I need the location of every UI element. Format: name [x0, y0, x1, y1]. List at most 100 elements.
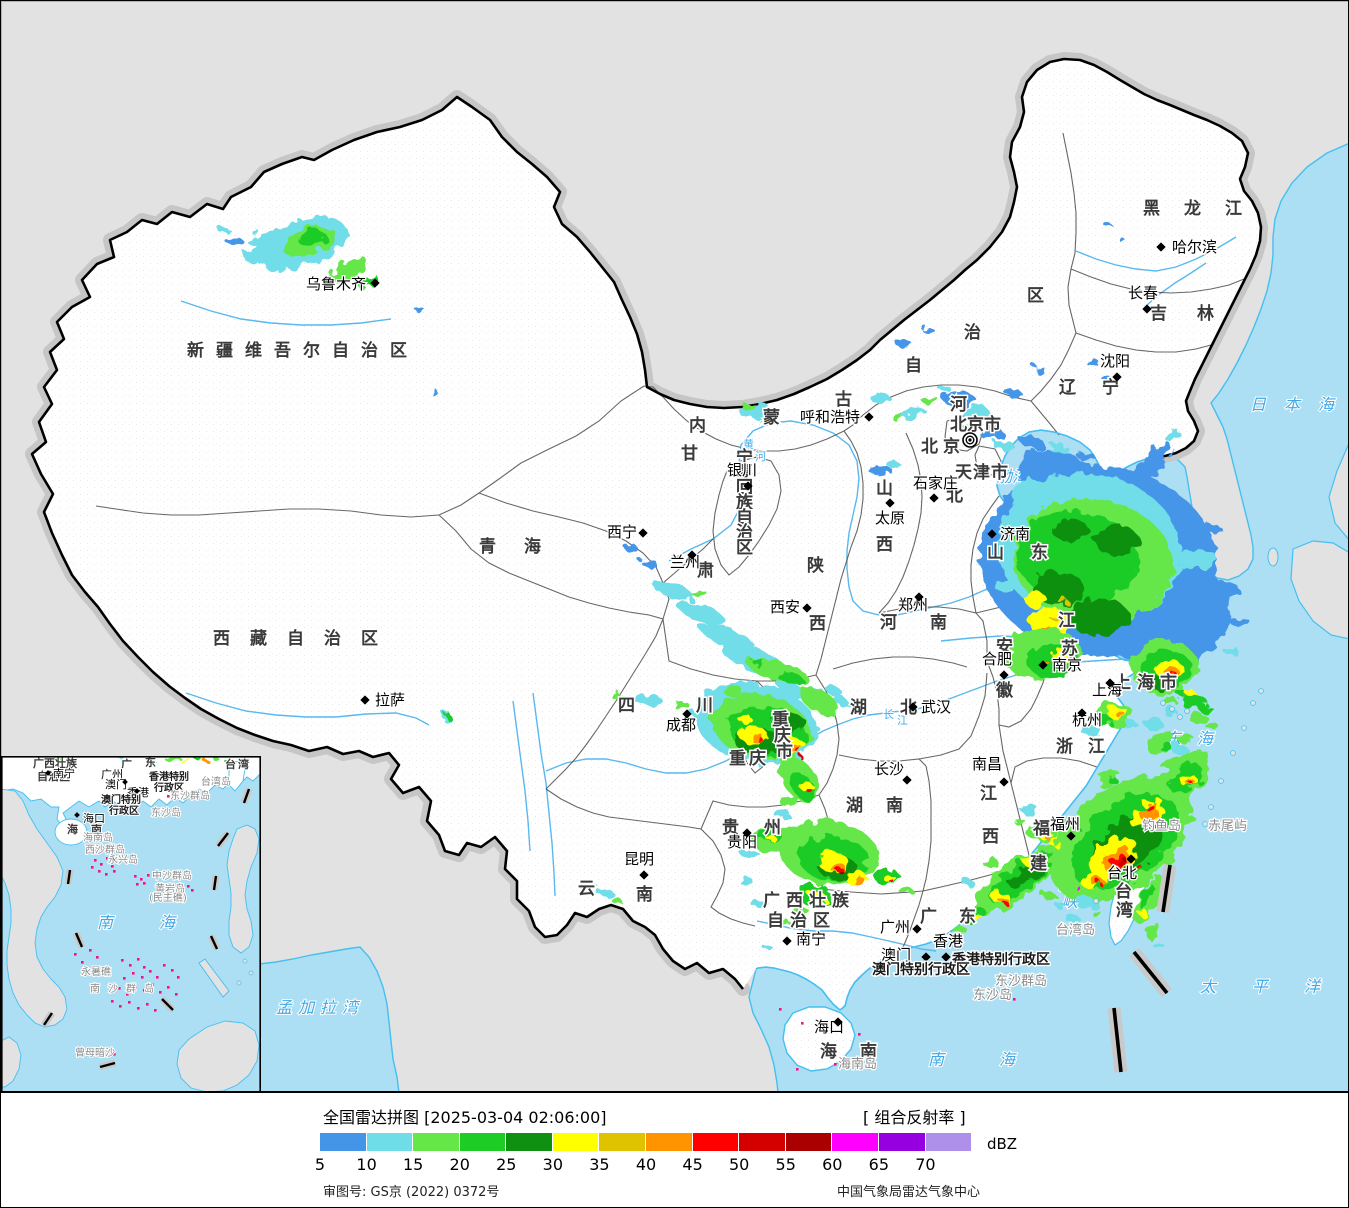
inset-philippines [198, 824, 260, 998]
province-label: 广东 [920, 906, 998, 927]
province-label: 天津市 [955, 462, 1009, 483]
island-mark [91, 866, 94, 869]
radar-echo [776, 919, 790, 927]
inset-label: 行政区 [108, 804, 139, 817]
province-label: 肃 [697, 561, 714, 581]
city-marker [370, 278, 380, 288]
china-coastline [755, 429, 1154, 1012]
small-island [1258, 688, 1264, 694]
boundary-dash [242, 788, 251, 804]
province-label: 市 [776, 741, 793, 762]
radar-echo [1077, 887, 1081, 891]
legend-value: 20 [449, 1155, 470, 1174]
city-marker [929, 493, 939, 503]
island-mark [175, 993, 178, 996]
province-label: 西 [982, 827, 999, 847]
island-label: 东沙岛 [973, 987, 1012, 1003]
legend-color-segment [646, 1133, 693, 1151]
radar-echo [589, 883, 597, 887]
radar-echo [887, 462, 901, 468]
city-label: 昆明 [624, 850, 654, 868]
radar-echo [901, 406, 925, 420]
inset-label: 自治区 [37, 769, 70, 783]
radar-echo [1117, 860, 1125, 866]
small-island [1169, 706, 1175, 712]
city-label: 贵阳 [727, 833, 757, 851]
island-mark [796, 1068, 799, 1071]
island-mark [177, 976, 180, 979]
radar-echo [180, 758, 190, 764]
radar-echo [1146, 922, 1160, 940]
radar-echo [1058, 598, 1068, 604]
small-island [1202, 821, 1208, 827]
radar-echo [1204, 525, 1222, 533]
radar-echo [1223, 647, 1239, 655]
island-mark [147, 874, 150, 877]
island-mark [100, 863, 103, 866]
province-label: 族 [736, 492, 754, 513]
island-mark [156, 976, 159, 979]
radar-echo [993, 440, 1013, 450]
south-china-sea-inset: 广西壮族自治区广东台湾海南南宁广州澳门香港海口香港特别行政区澳门特别行政区台湾岛… [2, 757, 260, 1092]
radar-echo [1147, 802, 1151, 806]
island-mark [143, 882, 146, 885]
inset-label: 南宁 [53, 766, 75, 780]
province-label: 蒙 [763, 407, 780, 428]
radar-echo [1176, 690, 1186, 696]
radar-echo [225, 237, 243, 245]
source-text: 中国气象局雷达气象中心 [837, 1185, 981, 1200]
radar-echo [854, 878, 866, 886]
radar-echo [358, 274, 378, 290]
province-label: 徽 [995, 680, 1014, 701]
inset-label: 南 [91, 822, 102, 836]
radar-echo [1005, 389, 1021, 397]
radar-echo [1150, 442, 1172, 460]
radar-echo [1190, 713, 1208, 725]
color-scale-bar [320, 1133, 973, 1151]
radar-echo [1033, 572, 1085, 606]
city-label: 西宁 [607, 523, 637, 541]
legend-value: 50 [728, 1155, 750, 1174]
island-mark [94, 859, 97, 862]
province-label: 重 [772, 709, 789, 730]
province-label: 西藏自治区 [213, 628, 398, 649]
island-mark [98, 870, 101, 873]
legend-color-segment [925, 1133, 973, 1151]
radar-echo [742, 404, 756, 410]
radar-echo [414, 307, 424, 311]
radar-echo [1143, 718, 1163, 728]
radar-echo [772, 713, 806, 733]
radar-echo [1138, 867, 1144, 871]
radar-echo [1171, 744, 1187, 754]
radar-echo [1108, 778, 1118, 784]
inset-islet [236, 980, 242, 986]
province-label: 北 [946, 486, 963, 506]
province-label: 上海市 [1114, 672, 1183, 693]
province-label: 重庆 [729, 748, 769, 769]
radar-echo [147, 759, 155, 763]
province-label: 治 [736, 522, 753, 543]
province-label: 云 [578, 879, 595, 899]
province-label: 安 [996, 636, 1013, 657]
province-label: 青海 [479, 536, 569, 557]
radar-echo [776, 680, 806, 698]
legend-value: 45 [682, 1155, 703, 1174]
radar-echo [55, 757, 63, 760]
province-label: 治 [964, 322, 981, 343]
unit-label: dBZ [987, 1135, 1018, 1153]
radar-echo [895, 339, 911, 347]
radar-echo [807, 789, 813, 793]
radar-echo [1185, 690, 1195, 696]
radar-echo [1164, 709, 1178, 717]
legend-value: 40 [635, 1155, 657, 1174]
province-label: 山 [876, 479, 893, 499]
inset-label: 澳门 [105, 777, 127, 791]
inset-city-marker [74, 812, 80, 818]
legend-color-segment [506, 1133, 553, 1151]
island-mark [149, 970, 152, 973]
province-label: 区 [1027, 286, 1044, 306]
island-mark [74, 953, 77, 956]
radar-echo [816, 897, 822, 901]
province-label: 广西壮族 [763, 890, 855, 911]
